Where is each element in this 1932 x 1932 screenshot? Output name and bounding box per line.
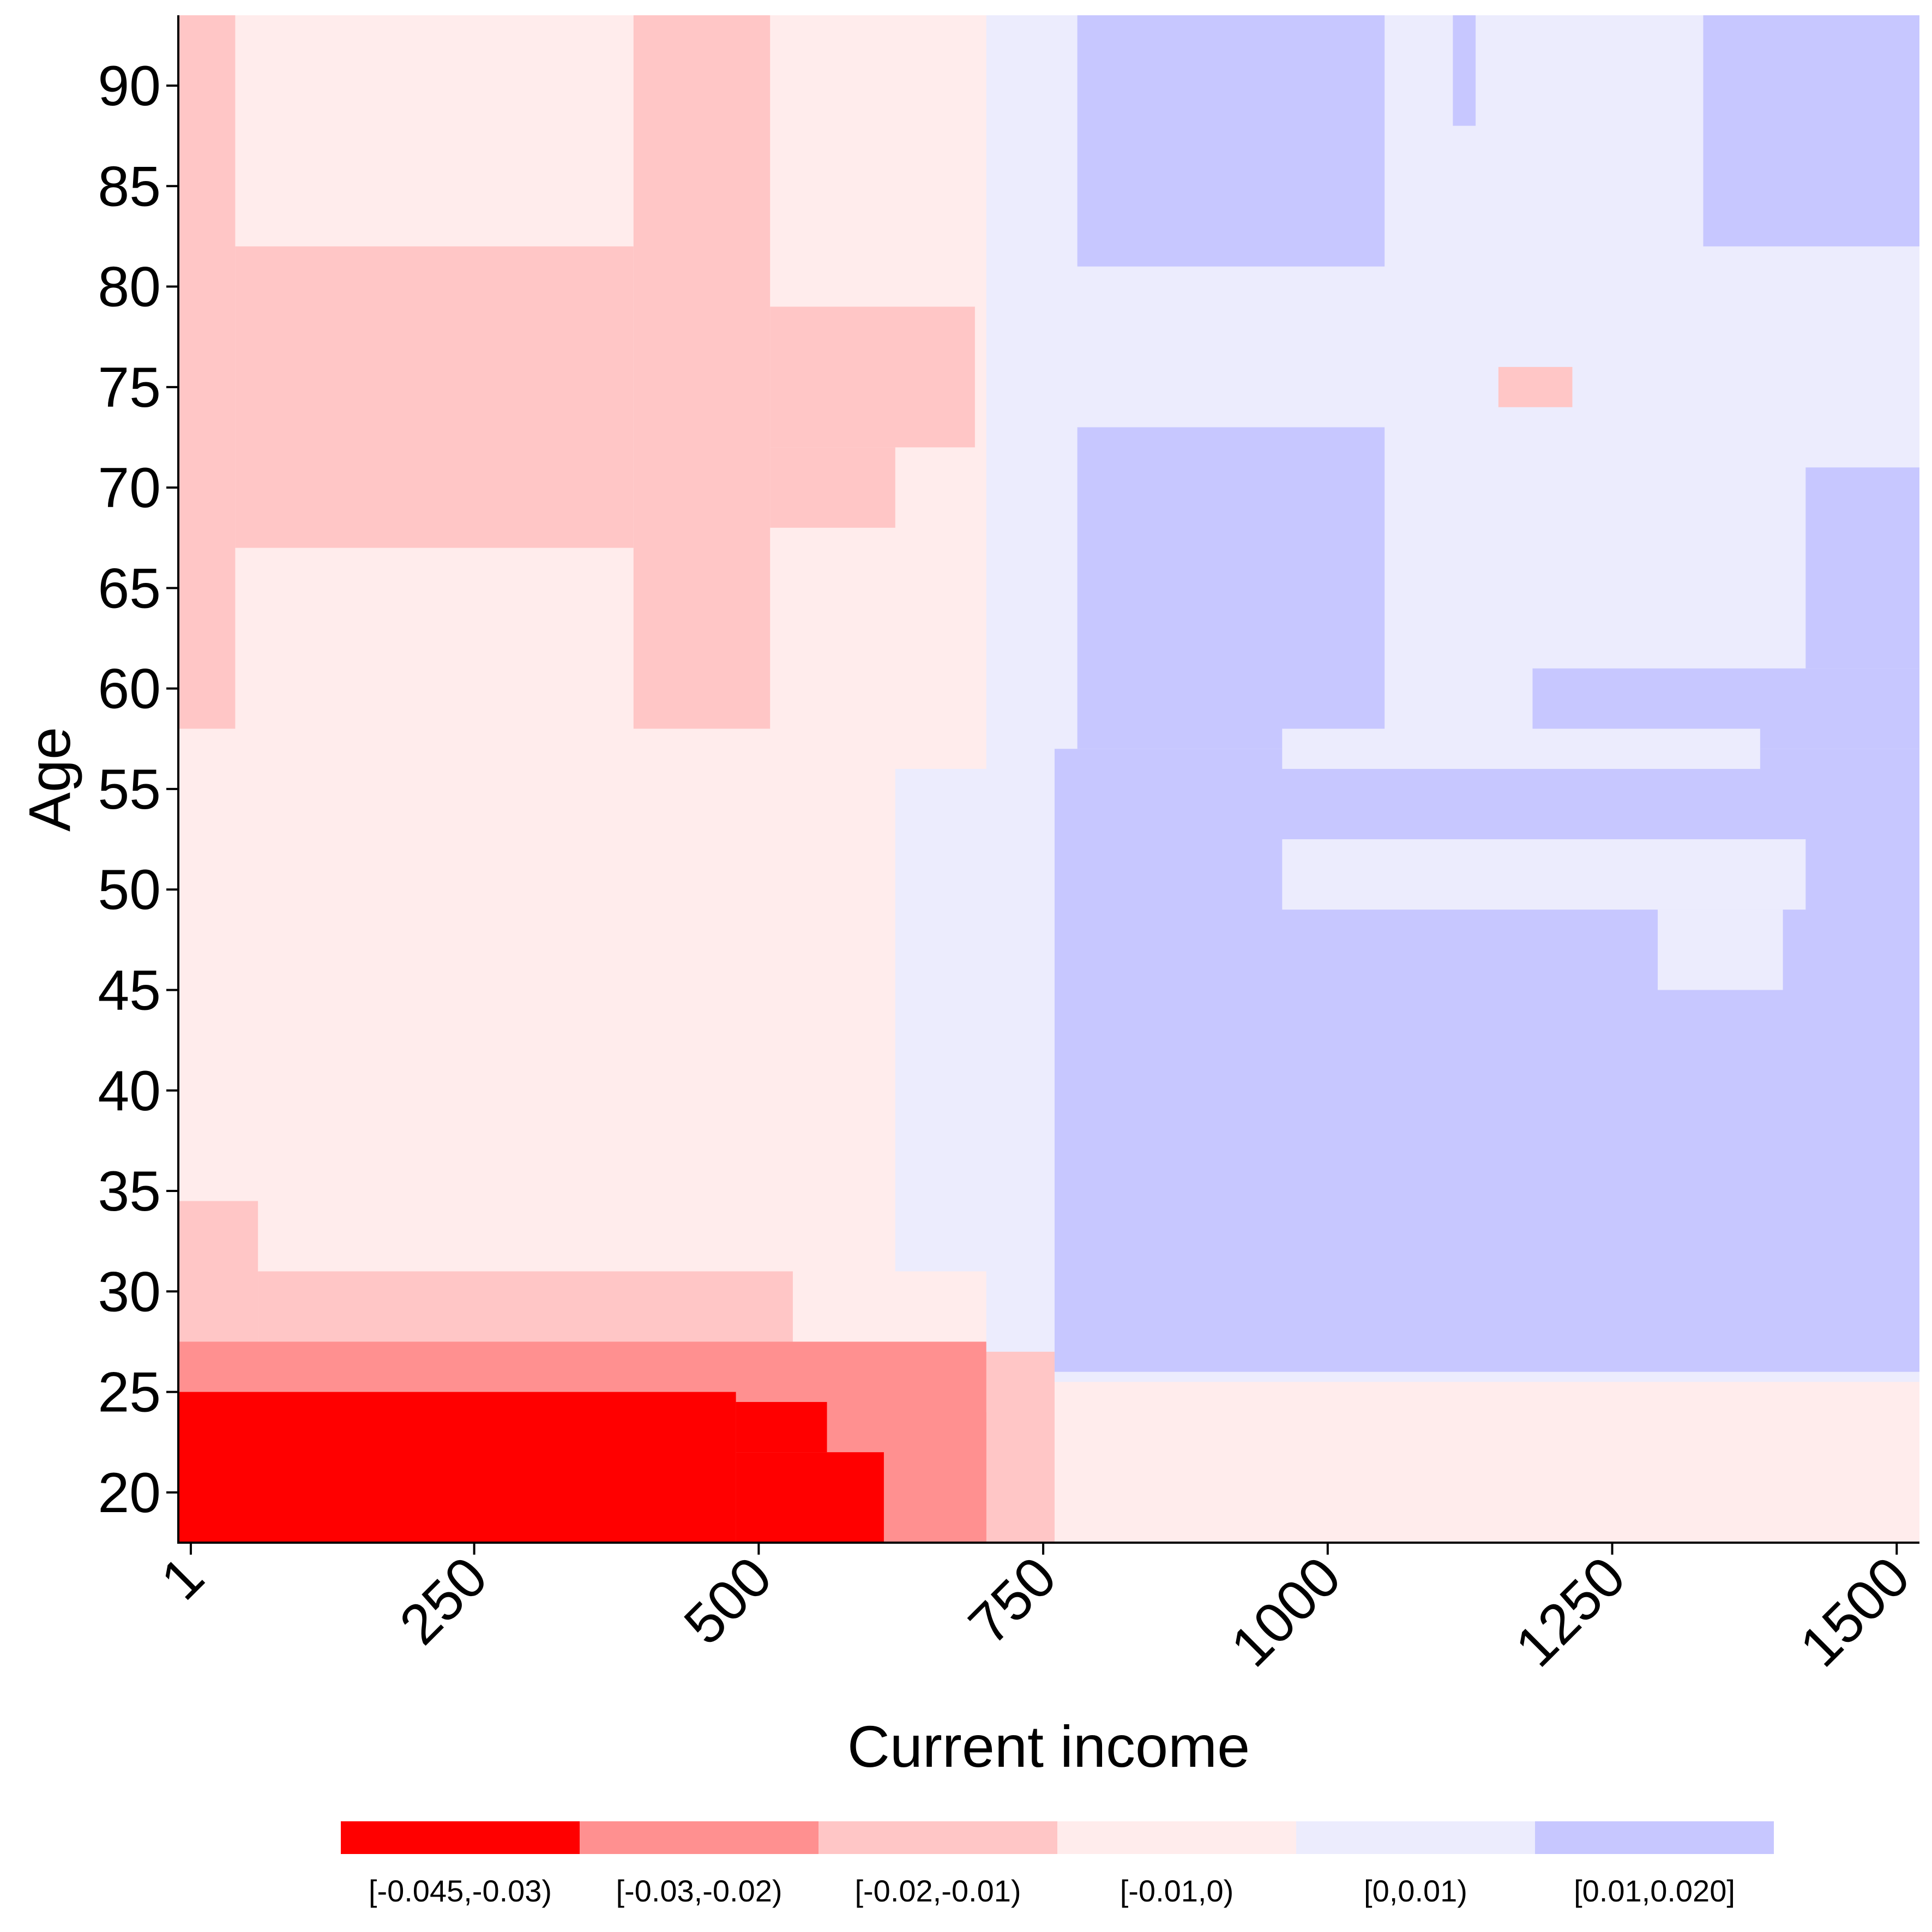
legend-label: [0.01,0.020] — [1574, 1874, 1735, 1908]
y-tick-label: 35 — [98, 1160, 161, 1223]
heatmap-region — [1805, 467, 1919, 669]
heatmap-region — [1077, 427, 1385, 749]
x-axis-ticks: 1 250 500 750 1000 1250 1500 — [149, 1543, 1922, 1679]
legend-label: [-0.02,-0.01) — [854, 1874, 1021, 1908]
heatmap-region — [736, 1452, 884, 1543]
y-tick-label: 65 — [98, 557, 161, 620]
plot-area — [178, 15, 1919, 1543]
heatmap-region — [178, 1201, 258, 1352]
legend-label: [-0.01,0) — [1120, 1874, 1234, 1908]
x-tick-label: 250 — [388, 1545, 499, 1657]
heatmap-region — [1658, 910, 1783, 990]
x-axis-title: Current income — [847, 1713, 1250, 1779]
legend: [-0.045,-0.03) [-0.03,-0.02) [-0.02,-0.01)… — [341, 1821, 1774, 1908]
heatmap-region — [770, 447, 895, 528]
x-tick-label: 1500 — [1788, 1545, 1922, 1679]
legend-label: [-0.03,-0.02) — [616, 1874, 782, 1908]
legend-label: [-0.045,-0.03) — [369, 1874, 552, 1908]
x-tick-label: 1 — [149, 1545, 216, 1612]
y-tick-label: 40 — [98, 1060, 161, 1123]
legend-swatch — [1057, 1821, 1296, 1854]
y-tick-label: 75 — [98, 356, 161, 419]
y-tick-label: 25 — [98, 1361, 161, 1424]
heatmap-region — [1703, 15, 1919, 246]
heatmap-region — [235, 246, 634, 548]
x-tick-label: 1000 — [1219, 1545, 1353, 1679]
x-tick-label: 500 — [672, 1545, 784, 1657]
y-tick-label: 45 — [98, 959, 161, 1022]
heatmap-region — [1498, 366, 1573, 407]
heatmap-region — [895, 769, 1055, 1272]
heatmap-region — [736, 1402, 827, 1453]
y-tick-label: 70 — [98, 456, 161, 520]
heatmap-region — [1077, 15, 1385, 267]
legend-swatch — [818, 1821, 1057, 1854]
x-tick-label: 750 — [957, 1545, 1069, 1657]
y-tick-label: 85 — [98, 155, 161, 218]
heatmap-region — [178, 15, 236, 729]
heatmap-region — [178, 1392, 736, 1543]
legend-swatch — [580, 1821, 818, 1854]
heatmap-region — [770, 306, 975, 448]
y-tick-label: 55 — [98, 758, 161, 821]
y-tick-label: 30 — [98, 1260, 161, 1323]
y-axis-title: Age — [16, 727, 82, 832]
heatmap-region — [633, 15, 771, 729]
y-tick-label: 80 — [98, 256, 161, 319]
y-tick-label: 90 — [98, 55, 161, 118]
y-axis-ticks: 20 25 30 35 40 45 50 55 60 65 70 75 80 85 90 — [98, 55, 178, 1525]
legend-swatch — [1296, 1821, 1535, 1854]
y-tick-label: 20 — [98, 1461, 161, 1525]
legend-label: [0,0.01) — [1364, 1874, 1467, 1908]
heatmap-region — [1453, 15, 1476, 126]
heatmap-region — [1282, 729, 1760, 769]
y-tick-label: 60 — [98, 658, 161, 721]
x-tick-label: 1250 — [1503, 1545, 1638, 1679]
legend-swatch — [1535, 1821, 1774, 1854]
y-tick-label: 50 — [98, 858, 161, 922]
legend-swatch — [341, 1821, 580, 1854]
heatmap-region — [1282, 839, 1806, 910]
axes — [177, 15, 1919, 1544]
